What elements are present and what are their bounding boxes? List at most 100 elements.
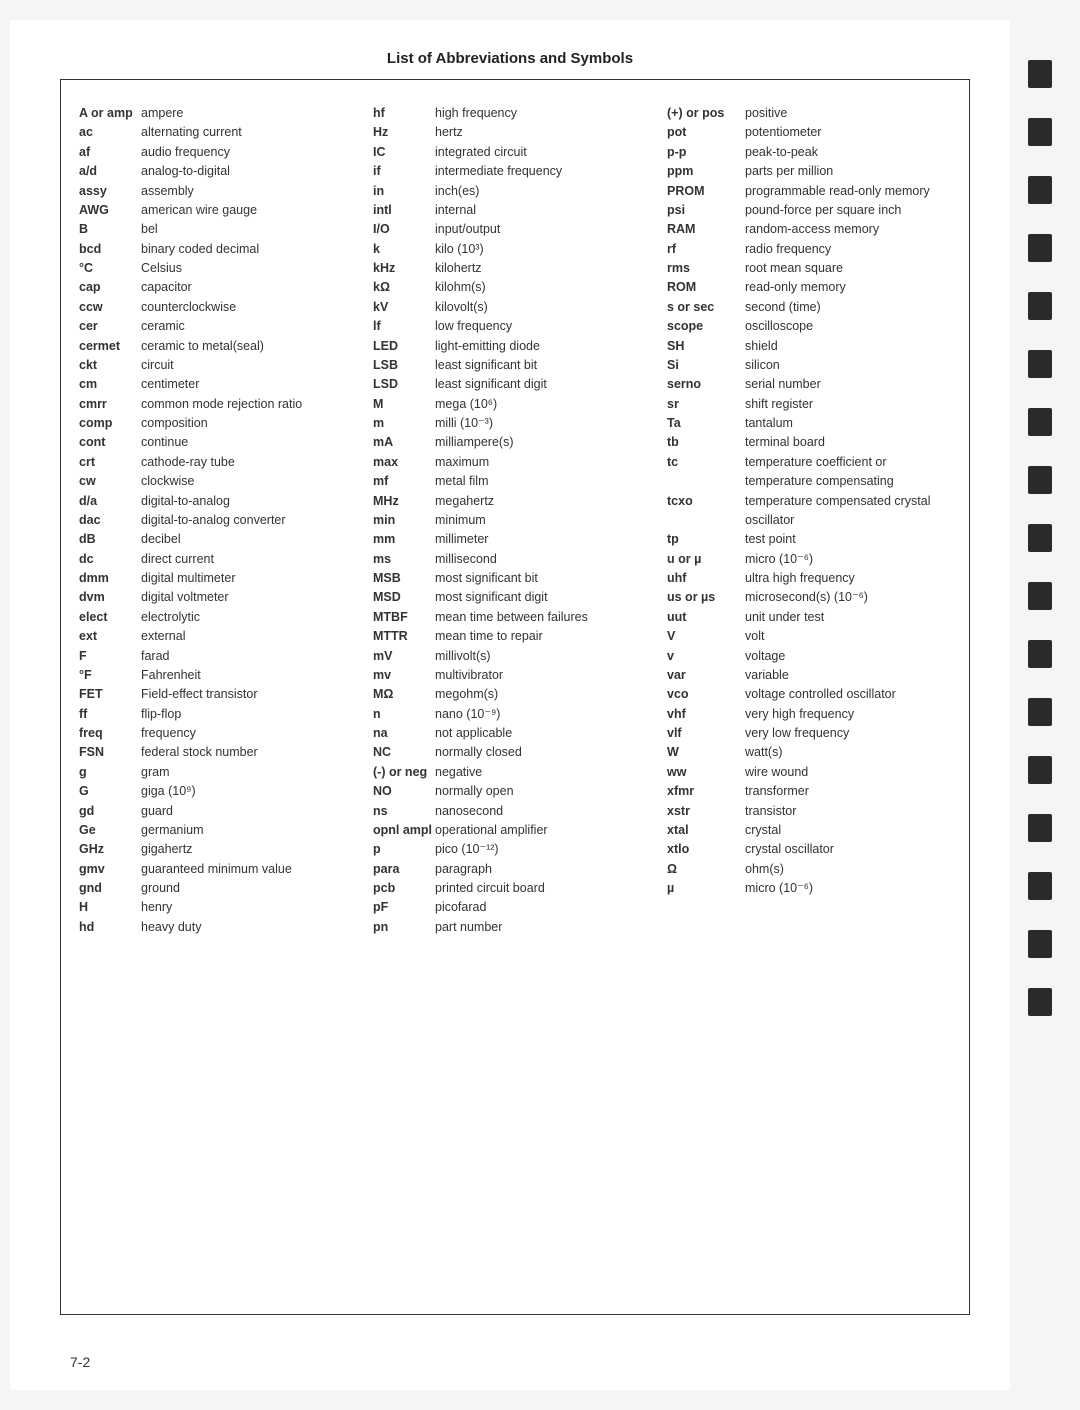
abbr-definition: binary coded decimal [141,240,363,259]
abbr-term: elect [79,608,141,627]
abbr-row: p-ppeak-to-peak [667,143,951,162]
abbr-term: scope [667,317,745,336]
abbr-definition: gigahertz [141,840,363,859]
abbr-term: GHz [79,840,141,859]
abbr-row: RAMrandom-access memory [667,220,951,239]
abbr-row: vcovoltage controlled oscillator [667,685,951,704]
abbr-definition: megahertz [435,492,657,511]
abbr-row: A or ampampere [79,104,363,123]
abbr-term: tcxo [667,492,745,531]
abbr-row: Gegermanium [79,821,363,840]
abbr-row: msmillisecond [373,550,657,569]
abbr-definition: digital-to-analog [141,492,363,511]
abbr-term: Hz [373,123,435,142]
abbr-row: ccwcounterclockwise [79,298,363,317]
abbr-definition: very low frequency [745,724,951,743]
abbr-row: uutunit under test [667,608,951,627]
abbr-row: cmcentimeter [79,375,363,394]
abbr-definition: ceramic to metal(seal) [141,337,363,356]
abbr-term: LSD [373,375,435,394]
abbr-row: Vvolt [667,627,951,646]
thumb-tab [1028,930,1052,958]
abbr-term: Ta [667,414,745,433]
thumb-tab [1028,524,1052,552]
abbr-definition: analog-to-digital [141,162,363,181]
abbr-definition: clockwise [141,472,363,491]
abbr-row: cermetceramic to metal(seal) [79,337,363,356]
abbr-term: dac [79,511,141,530]
abbr-definition: normally open [435,782,657,801]
abbr-row: LSBleast significant bit [373,356,657,375]
abbr-term: rf [667,240,745,259]
abbr-definition: temperature coefficient or temperature c… [745,453,951,492]
abbr-row: scopeoscilloscope [667,317,951,336]
abbr-term: assy [79,182,141,201]
column-1: A or ampampereacalternating currentafaud… [79,104,363,937]
abbr-term: ccw [79,298,141,317]
abbr-definition: second (time) [745,298,951,317]
abbr-term: intl [373,201,435,220]
abbr-term: cm [79,375,141,394]
abbr-row: u or µmicro (10⁻⁶) [667,550,951,569]
abbr-term: kΩ [373,278,435,297]
abbr-row: LSDleast significant digit [373,375,657,394]
abbr-definition: mega (10⁶) [435,395,657,414]
abbr-row: Ffarad [79,647,363,666]
abbr-definition: operational amplifier [435,821,657,840]
abbr-row: NOnormally open [373,782,657,801]
abbr-row: xfmrtransformer [667,782,951,801]
abbr-term: g [79,763,141,782]
abbr-row: mfmetal film [373,472,657,491]
abbr-definition: shield [745,337,951,356]
abbr-row: ppmparts per million [667,162,951,181]
abbr-term: rms [667,259,745,278]
abbr-term: af [79,143,141,162]
abbr-row: dvmdigital voltmeter [79,588,363,607]
abbr-term: MTBF [373,608,435,627]
abbr-definition: flip-flop [141,705,363,724]
abbr-row: (+) or pospositive [667,104,951,123]
abbr-definition: normally closed [435,743,657,762]
abbr-row: nsnanosecond [373,802,657,821]
abbr-term: cw [79,472,141,491]
abbr-row: cwclockwise [79,472,363,491]
abbr-definition: henry [141,898,363,917]
abbr-row: vlfvery low frequency [667,724,951,743]
abbr-row: ininch(es) [373,182,657,201]
abbr-definition: assembly [141,182,363,201]
abbr-definition: microsecond(s) (10⁻⁶) [745,588,951,607]
thumb-tab [1028,292,1052,320]
abbr-row: dacdigital-to-analog converter [79,511,363,530]
abbr-definition: millimeter [435,530,657,549]
abbr-row: vhfvery high frequency [667,705,951,724]
abbr-row: mVmillivolt(s) [373,647,657,666]
abbr-definition: audio frequency [141,143,363,162]
abbr-row: capcapacitor [79,278,363,297]
abbr-row: intlinternal [373,201,657,220]
abbr-definition: serial number [745,375,951,394]
abbr-term: kHz [373,259,435,278]
abbr-term: pcb [373,879,435,898]
abbr-term: sr [667,395,745,414]
abbr-definition: integrated circuit [435,143,657,162]
abbr-definition: crystal [745,821,951,840]
abbr-row: cktcircuit [79,356,363,375]
abbr-term: psi [667,201,745,220]
abbreviation-box: A or ampampereacalternating currentafaud… [60,79,970,1315]
abbr-definition: electrolytic [141,608,363,627]
abbr-definition: transformer [745,782,951,801]
abbr-term: in [373,182,435,201]
abbr-row: FETField-effect transistor [79,685,363,704]
abbr-row: tctemperature coefficient or temperature… [667,453,951,492]
abbr-row: FSNfederal stock number [79,743,363,762]
abbr-term: Si [667,356,745,375]
abbr-row: gmvguaranteed minimum value [79,860,363,879]
abbr-definition: printed circuit board [435,879,657,898]
abbr-definition: farad [141,647,363,666]
abbr-definition: input/output [435,220,657,239]
abbr-definition: part number [435,918,657,937]
abbr-definition: paragraph [435,860,657,879]
abbr-term: I/O [373,220,435,239]
abbr-row: Ωohm(s) [667,860,951,879]
abbr-definition: internal [435,201,657,220]
